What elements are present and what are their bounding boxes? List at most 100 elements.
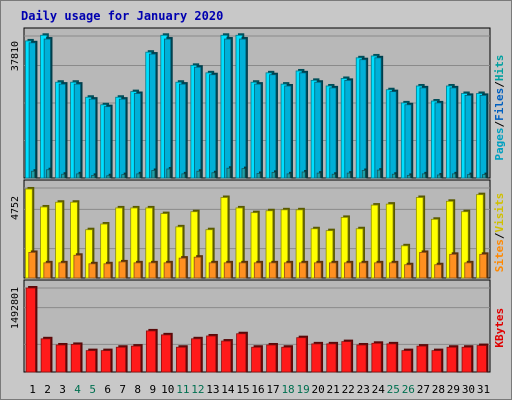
panel-max-label: 1492801 xyxy=(10,287,21,329)
bar-sites xyxy=(148,262,157,279)
bar-files xyxy=(164,38,172,179)
bar-files xyxy=(88,98,96,179)
bar-sites xyxy=(118,261,127,279)
x-tick-label: 19 xyxy=(296,383,309,396)
bar-pages-shadow xyxy=(63,172,67,178)
bar-pages-shadow xyxy=(289,171,293,178)
bar-pages-shadow xyxy=(153,168,157,178)
x-tick-label: 18 xyxy=(281,383,294,396)
bar-files xyxy=(148,53,157,179)
bar-pages-shadow xyxy=(409,173,413,178)
bar-kbytes xyxy=(160,334,172,373)
x-tick-label: 2 xyxy=(44,383,51,396)
bar-sites xyxy=(103,263,112,279)
bar-sites xyxy=(449,253,457,279)
bar-sites xyxy=(314,262,322,279)
x-tick-label: 1 xyxy=(29,383,36,396)
bar-pages xyxy=(76,173,81,179)
bar-kbytes xyxy=(446,346,457,373)
bar-pages xyxy=(196,170,201,179)
x-tick-label: 12 xyxy=(191,383,204,396)
bar-pages-shadow xyxy=(123,172,127,178)
x-tick-label: 29 xyxy=(447,383,460,396)
bar-kbytes xyxy=(476,345,487,373)
legend-sites: Sites xyxy=(493,239,506,272)
bar-files xyxy=(118,98,127,179)
x-tick-label: 26 xyxy=(402,383,415,396)
x-axis-labels: 1 2 3 4 5 6 7 8 9 10 11 12 13 14 15 16 17 18 19 20 21 22 23 24 2… xyxy=(29,383,490,396)
x-tick-label: 20 xyxy=(312,383,325,396)
bar-kbytes xyxy=(40,338,51,373)
bar-pages xyxy=(106,175,111,179)
bar-sites xyxy=(208,262,217,279)
bar-files xyxy=(269,74,277,179)
bar-sites xyxy=(434,264,442,279)
bar-kbytes xyxy=(236,333,247,373)
panel-legend: Sites/Visits xyxy=(493,193,506,273)
bar-files xyxy=(28,42,36,179)
bar-files xyxy=(404,104,412,179)
bar-pages xyxy=(452,173,456,179)
bar-pages xyxy=(241,168,246,179)
bar-sites xyxy=(178,257,187,279)
bar-pages-shadow xyxy=(454,171,458,178)
bar-pages-shadow xyxy=(259,171,263,178)
bar-pages-shadow xyxy=(364,168,368,178)
x-tick-label: 30 xyxy=(462,383,475,396)
bar-pages-shadow xyxy=(183,171,187,178)
bar-kbytes xyxy=(55,344,66,373)
x-tick-label: 15 xyxy=(236,383,249,396)
bar-pages xyxy=(467,174,472,179)
x-tick-label: 27 xyxy=(417,383,430,396)
bar-files xyxy=(419,87,427,179)
bar-kbytes xyxy=(326,343,337,373)
bar-pages-shadow xyxy=(469,172,473,178)
bar-files xyxy=(209,74,217,179)
bar-pages xyxy=(61,173,66,179)
bar-files xyxy=(43,38,51,179)
x-tick-label: 4 xyxy=(74,383,81,396)
bar-pages-shadow xyxy=(93,173,97,178)
bar-files xyxy=(299,72,307,179)
x-tick-label: 8 xyxy=(134,383,141,396)
bar-files xyxy=(239,38,247,179)
bar-kbytes xyxy=(221,340,232,373)
x-tick-label: 31 xyxy=(477,383,490,396)
bar-pages-shadow xyxy=(484,172,488,178)
bar-sites xyxy=(58,262,67,279)
bar-kbytes xyxy=(85,350,96,373)
bar-sites xyxy=(464,262,472,279)
bar-pages xyxy=(181,173,186,179)
bar-kbytes xyxy=(176,346,187,373)
x-tick-label: 9 xyxy=(149,383,156,396)
bar-kbytes xyxy=(191,338,202,373)
panel-legend: Pages/Files/Hits xyxy=(493,55,506,161)
bar-sites xyxy=(88,263,97,279)
bar-sites xyxy=(344,262,352,279)
x-tick-label: 23 xyxy=(357,383,370,396)
bar-kbytes xyxy=(416,345,427,373)
bar-kbytes xyxy=(206,335,217,373)
bar-sites xyxy=(419,252,427,279)
bar-pages xyxy=(136,173,141,179)
bar-files xyxy=(464,94,472,179)
panel-visits-sites: 4752 Sites/Visits xyxy=(10,179,506,279)
bar-pages xyxy=(331,173,336,179)
bar-files xyxy=(133,93,142,179)
bar-sites xyxy=(359,262,367,279)
panel-kbytes: 1492801 KBytes xyxy=(10,279,506,373)
bar-kbytes xyxy=(100,350,111,373)
x-tick-label: 25 xyxy=(387,383,400,396)
x-tick-label: 10 xyxy=(161,383,174,396)
bar-sites xyxy=(163,262,172,279)
bar-sites xyxy=(43,262,52,279)
bar-files xyxy=(73,83,81,179)
bar-pages-shadow xyxy=(48,167,52,178)
bar-pages xyxy=(421,173,426,179)
bar-pages xyxy=(482,174,487,179)
bar-sites xyxy=(268,262,277,279)
bar-sites xyxy=(253,262,262,279)
bar-files xyxy=(359,59,367,179)
